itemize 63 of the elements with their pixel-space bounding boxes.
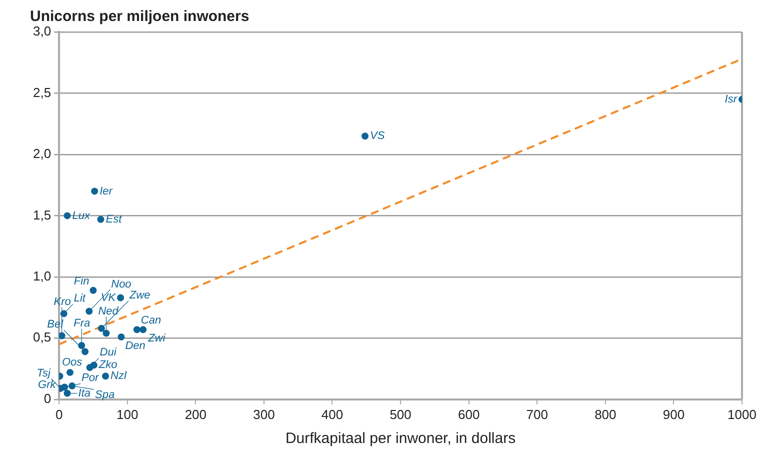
x-tick-label: 700 [526,406,548,422]
point [362,132,369,140]
x-tick-label: 0 [55,406,63,422]
x-tick-label: 1000 [728,406,756,422]
annotation: Zko [98,359,118,372]
point [59,332,66,340]
annotation: Zwe [128,289,150,302]
annotation: Por [82,372,100,384]
annotation: Ier [100,185,114,198]
annotation: Ned [98,305,120,318]
y-tick-label: 0 [44,390,52,406]
annotation: VK [100,292,116,304]
point [117,294,124,302]
x-tick-label: 400 [321,406,344,422]
annotation: Zwi [147,332,166,345]
annotation: Nzl [110,370,127,382]
annotation: VS [370,130,386,142]
point [98,324,105,332]
x-axis-title: Durfkapitaal per inwoner, in dollars [285,430,516,448]
annotation: Isr [724,93,738,106]
point [140,326,147,334]
annotation: Can [140,314,162,327]
point [133,326,140,334]
y-tick-label: 1,5 [32,207,52,222]
point [66,368,74,376]
x-tick-label: 900 [662,406,685,422]
y-axis-title: Unicorns per miljoen inwoners [30,8,250,26]
annotation: Oos [62,356,83,369]
point [86,308,93,315]
y-tick-label: 2,0 [32,146,52,162]
annotation: Tsj [36,367,51,380]
point [64,390,71,397]
point [82,348,89,356]
point [78,342,86,350]
annotation: Lux [72,210,90,222]
annotation: Ita [78,387,90,400]
y-tick-label: 2,5 [32,84,52,100]
annotation: Den [125,340,146,352]
point [97,216,104,223]
y-tick-label: 0,5 [32,330,52,345]
y-tick-label: 1,0 [32,268,52,284]
point [91,188,98,195]
annotation: Est [106,213,123,226]
x-tick-label: 600 [458,406,480,422]
annotation: Spa [95,388,115,401]
annotation: Kro [54,296,71,308]
annotation: Noo [111,278,132,290]
annotation: Dui [100,346,117,359]
x-tick-label: 500 [390,406,412,422]
x-tick-label: 100 [116,406,138,422]
x-tick-label: 200 [184,406,207,422]
annotation: Grk [38,379,56,392]
x-tick-label: 300 [253,406,275,422]
point [90,286,97,294]
annotation: Lit [74,292,86,305]
y-tick-label: 3,0 [32,24,52,39]
point [102,330,110,337]
point [64,212,71,220]
point [118,333,125,340]
x-tick-label: 800 [594,406,616,422]
point [102,372,110,380]
annotation: Fin [74,275,90,288]
annotation: Fra [74,318,90,330]
